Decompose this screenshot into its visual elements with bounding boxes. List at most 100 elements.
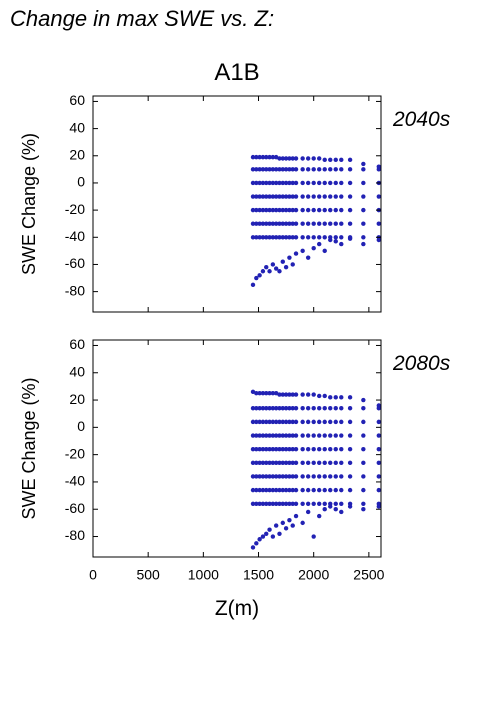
data-point bbox=[361, 474, 366, 479]
data-point bbox=[328, 474, 333, 479]
data-point bbox=[317, 221, 322, 226]
data-point bbox=[293, 235, 299, 240]
data-point bbox=[305, 235, 311, 240]
data-point bbox=[287, 501, 292, 506]
data-point bbox=[317, 433, 322, 438]
data-point bbox=[267, 446, 272, 452]
data-point bbox=[260, 419, 266, 425]
data-point bbox=[273, 446, 279, 452]
data-point bbox=[322, 248, 327, 254]
data-point bbox=[293, 501, 299, 506]
data-point bbox=[277, 433, 282, 438]
y-tick-label: -80 bbox=[65, 527, 85, 543]
data-point bbox=[277, 531, 282, 536]
data-point bbox=[322, 180, 327, 186]
data-point bbox=[254, 406, 259, 411]
data-point bbox=[277, 460, 282, 466]
data-point bbox=[322, 460, 327, 466]
data-point bbox=[250, 419, 256, 425]
data-point bbox=[293, 406, 299, 411]
data-point bbox=[376, 419, 381, 425]
data-point bbox=[267, 167, 272, 172]
data-point bbox=[305, 460, 311, 466]
x-tick-label: 1500 bbox=[243, 567, 274, 583]
data-point bbox=[290, 207, 295, 213]
data-point bbox=[257, 487, 262, 493]
data-point bbox=[322, 419, 327, 425]
y-tick-label: 40 bbox=[69, 119, 85, 135]
data-point bbox=[260, 446, 266, 452]
data-point bbox=[267, 391, 272, 396]
data-point bbox=[250, 446, 256, 452]
data-point bbox=[250, 167, 256, 172]
data-point bbox=[311, 433, 316, 438]
data-point bbox=[287, 474, 292, 479]
data-point bbox=[273, 235, 279, 240]
data-point bbox=[347, 406, 353, 411]
data-point bbox=[273, 419, 279, 425]
data-point bbox=[280, 460, 285, 466]
x-tick-label: 0 bbox=[89, 567, 97, 583]
data-point bbox=[290, 474, 295, 479]
y-tick-label: 60 bbox=[69, 336, 85, 352]
data-point bbox=[300, 194, 305, 199]
data-point bbox=[283, 501, 289, 506]
data-point bbox=[361, 501, 366, 506]
data-point bbox=[264, 419, 269, 425]
data-point bbox=[273, 194, 279, 199]
data-point bbox=[277, 167, 282, 172]
data-point bbox=[322, 207, 327, 213]
data-point bbox=[270, 207, 276, 213]
data-point bbox=[260, 534, 266, 539]
data-point bbox=[264, 487, 269, 493]
data-point bbox=[290, 487, 295, 493]
data-point bbox=[280, 520, 285, 526]
data-point bbox=[361, 235, 366, 240]
data-point bbox=[311, 221, 316, 226]
data-point bbox=[254, 275, 259, 281]
data-point bbox=[290, 180, 295, 186]
data-point bbox=[305, 446, 311, 452]
data-point bbox=[293, 180, 299, 186]
data-point bbox=[283, 180, 289, 186]
data-point bbox=[270, 487, 276, 493]
data-point bbox=[283, 474, 289, 479]
data-point bbox=[287, 433, 292, 438]
data-point bbox=[257, 391, 262, 396]
data-point bbox=[333, 460, 338, 466]
data-point bbox=[270, 446, 276, 452]
data-point bbox=[317, 474, 322, 479]
data-point bbox=[305, 433, 311, 438]
data-point bbox=[277, 392, 282, 397]
data-point bbox=[317, 241, 322, 247]
data-point bbox=[317, 393, 322, 399]
data-point bbox=[254, 541, 259, 546]
data-point bbox=[257, 474, 262, 479]
data-point bbox=[250, 460, 256, 466]
data-point bbox=[339, 221, 344, 226]
data-point bbox=[267, 460, 272, 466]
data-point bbox=[300, 207, 305, 213]
data-point bbox=[322, 167, 327, 172]
data-point bbox=[250, 501, 256, 506]
data-point bbox=[257, 180, 262, 186]
data-point bbox=[270, 460, 276, 466]
data-point bbox=[333, 235, 338, 240]
data-point bbox=[322, 157, 327, 163]
data-point bbox=[287, 221, 292, 226]
data-point bbox=[267, 433, 272, 438]
data-point bbox=[333, 419, 338, 425]
data-point bbox=[250, 235, 256, 240]
panel-label: 2080s bbox=[392, 352, 451, 375]
data-point bbox=[254, 460, 259, 466]
data-point bbox=[267, 180, 272, 186]
data-point bbox=[254, 194, 259, 199]
data-point bbox=[293, 460, 299, 466]
data-point bbox=[257, 167, 262, 172]
data-point bbox=[264, 167, 269, 172]
data-point bbox=[328, 157, 333, 163]
data-point bbox=[264, 207, 269, 213]
data-point bbox=[287, 406, 292, 411]
data-point bbox=[317, 487, 322, 493]
